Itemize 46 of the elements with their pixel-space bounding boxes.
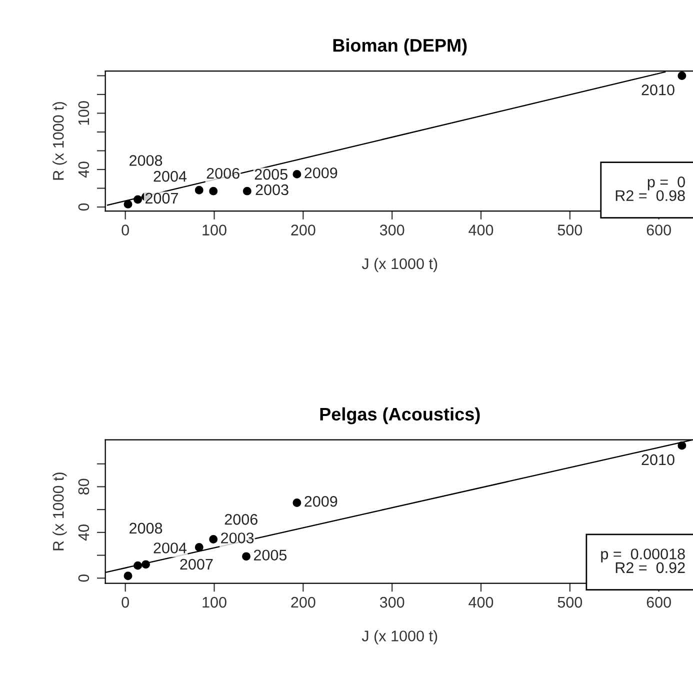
x-tick-label: 400	[468, 224, 494, 236]
x-tick-label: 600	[646, 596, 671, 608]
x-axis-title: J (x 1000 t)	[362, 630, 438, 644]
annotation: 2006	[224, 514, 258, 525]
annotation: 2004	[154, 170, 187, 182]
y-tick-label: 80	[78, 478, 90, 495]
annotation: 2005	[254, 168, 288, 180]
y-tick-label: 0	[78, 574, 90, 582]
y-axis-title: R (x 1000 t)	[52, 472, 67, 550]
x-tick-label: 300	[380, 596, 404, 608]
x-tick-label: 400	[468, 596, 494, 608]
annotation: 2008	[130, 522, 162, 534]
y-tick-label: 0	[78, 203, 90, 211]
annotation: 2008	[130, 155, 162, 166]
annotation: 2006	[206, 168, 240, 179]
annotation: 2005	[254, 550, 287, 561]
annotation: 2003	[221, 532, 254, 544]
x-tick-label: 300	[380, 224, 404, 236]
chart-title: Pelgas (Acoustics)	[320, 407, 480, 424]
annotation: 2007	[146, 192, 178, 204]
annotation: 2009	[304, 496, 338, 507]
annotation: p = 0	[648, 176, 685, 190]
x-tick-label: 500	[558, 224, 582, 236]
y-tick-label: 40	[78, 524, 90, 541]
x-tick-label: 0	[122, 224, 129, 236]
annotation: 2004	[154, 542, 187, 554]
x-tick-label: 200	[291, 224, 316, 236]
annotation: 2010	[642, 454, 674, 466]
x-tick-label: 200	[291, 596, 316, 608]
annotation: p = 0.00018	[601, 548, 685, 562]
annotation: R2 = 0.92	[616, 562, 685, 574]
x-axis-title: J (x 1000 t)	[362, 258, 438, 272]
y-axis-title: R (x 1000 t)	[52, 102, 67, 180]
x-tick-label: 500	[558, 596, 582, 608]
x-tick-label: 100	[202, 596, 226, 608]
x-tick-label: 100	[202, 224, 226, 236]
x-tick-label: 0	[122, 596, 129, 608]
y-tick-label: 100	[78, 101, 90, 125]
chart-title: Bioman (DEPM)	[333, 38, 467, 56]
annotation: 2003	[256, 184, 288, 196]
annotation: 2007	[180, 558, 213, 570]
annotation: 2009	[304, 167, 338, 178]
y-tick-label: 40	[78, 162, 90, 178]
x-tick-label: 600	[646, 224, 671, 236]
annotation: 2010	[642, 84, 674, 96]
annotation: R2 = 0.98	[616, 190, 685, 202]
